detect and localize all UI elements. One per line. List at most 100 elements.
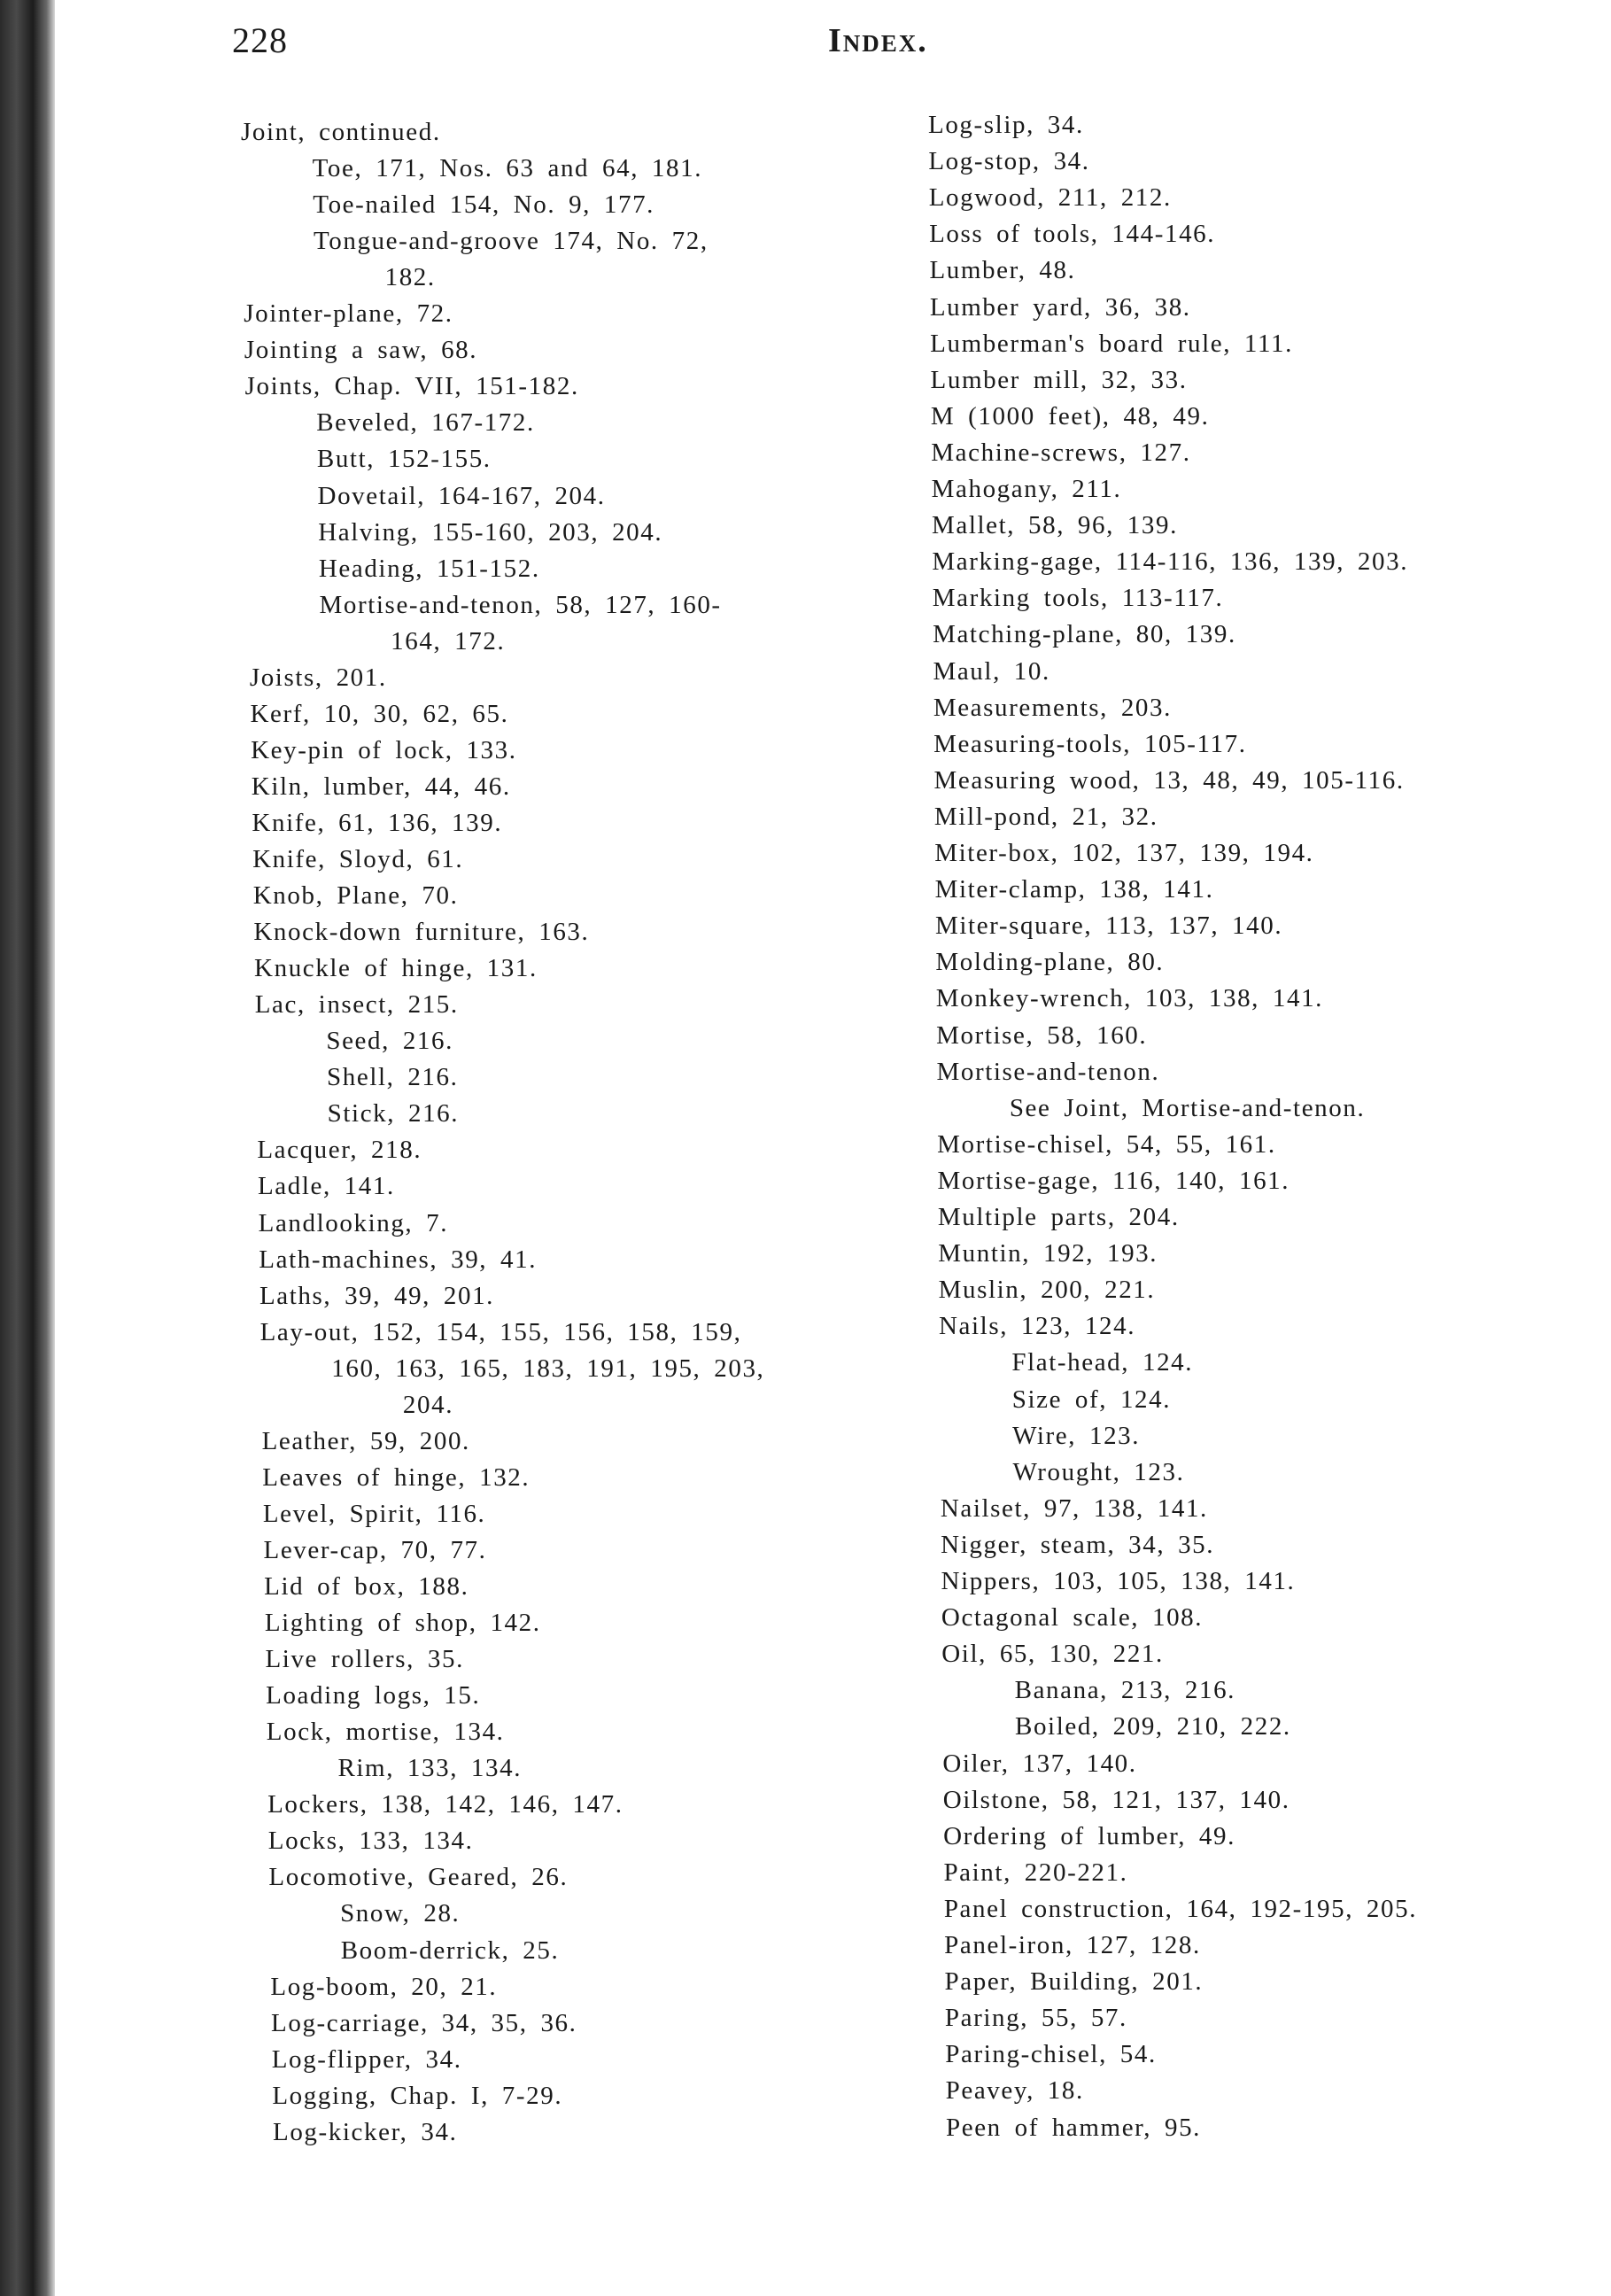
index-entry: Live rollers, 35. (265, 1645, 464, 1674)
index-entry: See Joint, Mortise-and-tenon. (1009, 1093, 1366, 1122)
index-entry: Log-flipper, 34. (271, 2044, 462, 2074)
index-entry: Molding-plane, 80. (935, 948, 1165, 977)
index-entry: Lay-out, 152, 154, 155, 156, 158, 159, (259, 1317, 742, 1346)
index-entry: Flat-head, 124. (1011, 1348, 1194, 1377)
index-entry: Dovetail, 164-167, 204. (317, 481, 606, 510)
index-entry: Marking-gage, 114-116, 136, 139, 203. (932, 547, 1409, 577)
index-entry: Joints, Chap. VII, 151-182. (244, 372, 579, 401)
index-entry: Ladle, 141. (257, 1172, 395, 1201)
index-entry: Logwood, 211, 212. (928, 183, 1172, 213)
index-entry: Lighting of shop, 142. (264, 1609, 541, 1638)
index-entry: Leaves of hinge, 132. (262, 1462, 531, 1492)
index-entry: Knob, Plane, 70. (252, 881, 459, 911)
index-entry: Jointing a saw, 68. (244, 336, 478, 365)
index-entry: Nippers, 103, 105, 138, 141. (941, 1567, 1296, 1595)
index-entry: Logging, Chap. I, 7-29. (272, 2081, 563, 2110)
index-entry: Heading, 151-152. (318, 554, 540, 583)
index-entry: Monkey-wrench, 103, 138, 141. (935, 984, 1324, 1013)
index-entry: Loss of tools, 144-146. (929, 220, 1216, 249)
index-entry: Maul, 10. (933, 656, 1050, 686)
index-entry: Miter-square, 113, 137, 140. (935, 911, 1283, 941)
index-entry: Beveled, 167-172. (316, 408, 535, 438)
index-entry: Oil, 65, 130, 221. (941, 1640, 1164, 1669)
index-entry: Measuring wood, 13, 48, 49, 105-116. (933, 765, 1405, 795)
index-entry: Boom-derrick, 25. (340, 1935, 560, 1965)
index-entry: Size of, 124. (1011, 1385, 1172, 1414)
index-entry: Kiln, lumber, 44, 46. (251, 772, 511, 801)
index-entry: Lumber, 48. (929, 256, 1076, 285)
index-entry: Halving, 155-160, 203, 204. (318, 517, 663, 547)
index-entry: Lac, insect, 215. (254, 990, 459, 1020)
index-entry: Miter-box, 102, 137, 139, 194. (934, 839, 1314, 867)
index-entry: 204. (402, 1390, 454, 1419)
index-entry: Lumberman's board rule, 111. (930, 329, 1293, 358)
index-entry: Shell, 216. (327, 1063, 459, 1092)
index-entry: Banana, 213, 216. (1014, 1676, 1236, 1705)
index-entry: Laths, 39, 49, 201. (259, 1281, 495, 1310)
index-entry: Toe, 171, Nos. 63 and 64, 181. (312, 154, 703, 183)
index-entry: Lumber yard, 36, 38. (929, 292, 1191, 322)
index-entry: Rim, 133, 134. (337, 1754, 523, 1783)
index-entry: Log-boom, 20, 21. (270, 1972, 498, 2001)
index-entry: Mortise-gage, 116, 140, 161. (937, 1166, 1290, 1195)
index-entry: 182. (384, 263, 436, 292)
index-entry: Paper, Building, 201. (944, 1967, 1204, 1997)
index-entry: Panel-iron, 127, 128. (944, 1931, 1201, 1959)
index-entry: Lock, mortise, 134. (266, 1718, 505, 1747)
index-entry: Mortise-and-tenon. (936, 1057, 1160, 1086)
index-entry: Knuckle of hinge, 131. (254, 954, 538, 983)
index-entry: Snow, 28. (340, 1899, 461, 1928)
index-entry: Landlooking, 7. (258, 1208, 449, 1237)
index-entry: Peen of hammer, 95. (946, 2113, 1202, 2142)
index-entry: Loading logs, 15. (266, 1681, 481, 1710)
index-entry: Knock-down furniture, 163. (253, 918, 590, 947)
index-entry: Log-slip, 34. (928, 111, 1084, 139)
index-entry: Paring-chisel, 54. (945, 2040, 1157, 2069)
index-entry: Muslin, 200, 221. (938, 1276, 1156, 1305)
index-entry: Paring, 55, 57. (944, 2004, 1127, 2033)
index-entry: Matching-plane, 80, 139. (933, 620, 1236, 649)
index-entry: Nigger, steam, 34, 35. (941, 1530, 1215, 1559)
index-entry: Wire, 123. (1012, 1421, 1141, 1450)
index-entry: Leather, 59, 200. (261, 1426, 470, 1455)
index-entry: Marking tools, 113-117. (932, 584, 1224, 613)
index-entry: Boiled, 209, 210, 222. (1015, 1712, 1291, 1741)
index-entry: Kerf, 10, 30, 62, 65. (250, 699, 509, 728)
index-entry: Octagonal scale, 108. (941, 1603, 1204, 1633)
index-entry: Miter-clamp, 138, 141. (934, 875, 1214, 904)
index-entry: Wrought, 123. (1012, 1457, 1185, 1486)
index-entry: Joint, continued. (241, 118, 441, 146)
index-entry: Muntin, 192, 193. (938, 1239, 1158, 1268)
index-entry: Lockers, 138, 142, 146, 147. (267, 1790, 623, 1819)
index-entry: Stick, 216. (327, 1099, 460, 1129)
index-entry: Mill-pond, 21, 32. (933, 802, 1158, 831)
index-entry: Locks, 133, 134. (267, 1827, 474, 1856)
index-entry: Ordering of lumber, 49. (943, 1821, 1235, 1850)
index-entry: Seed, 216. (326, 1027, 453, 1056)
index-entry: Mahogany, 211. (931, 475, 1122, 503)
index-entry: Measuring-tools, 105-117. (933, 729, 1247, 758)
index-entry: Toe-nailed 154, No. 9, 177. (313, 190, 655, 220)
page-number: 228 (232, 20, 288, 60)
index-entry: Nails, 123, 124. (939, 1312, 1136, 1341)
index-entry: Peavey, 18. (945, 2076, 1084, 2106)
index-entry: Nailset, 97, 138, 141. (940, 1493, 1208, 1523)
index-entry: Log-carriage, 34, 35, 36. (271, 2008, 577, 2037)
index-entry: Log-stop, 34. (928, 147, 1090, 176)
index-entry: Lacquer, 218. (257, 1136, 422, 1165)
index-entry: Panel construction, 164, 192-195, 205. (943, 1894, 1418, 1923)
index-entry: Multiple parts, 204. (937, 1203, 1180, 1231)
index-entry: Oilstone, 58, 121, 137, 140. (942, 1785, 1290, 1814)
index-entry: 164, 172. (391, 626, 506, 655)
index-entry: Knife, Sloyd, 61. (252, 845, 464, 873)
index-entry: Knife, 61, 136, 139. (252, 808, 503, 837)
index-entry: Log-kicker, 34. (273, 2117, 458, 2146)
index-entry: M (1000 feet), 48, 49. (930, 401, 1210, 430)
index-entry: Mortise, 58, 160. (936, 1020, 1148, 1050)
index-entry: Lid of box, 188. (264, 1572, 469, 1601)
index-entry: Oiler, 137, 140. (942, 1749, 1137, 1778)
index-entry: Lath-machines, 39, 41. (259, 1245, 538, 1274)
index-entry: Locomotive, Geared, 26. (268, 1863, 569, 1892)
page-title: Index. (828, 22, 928, 59)
index-entry: Mortise-chisel, 54, 55, 161. (937, 1129, 1276, 1159)
